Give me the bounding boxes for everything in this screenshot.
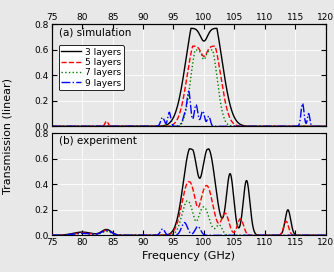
5 layers	[318, 125, 322, 128]
5 layers	[191, 45, 195, 48]
3 layers	[318, 125, 322, 128]
Line: 3 layers: 3 layers	[52, 28, 326, 126]
7 layers	[167, 125, 171, 128]
Text: Transmission (linear): Transmission (linear)	[2, 78, 12, 194]
Line: 5 layers: 5 layers	[52, 46, 326, 126]
5 layers	[97, 125, 101, 128]
9 layers	[81, 125, 85, 128]
7 layers	[81, 125, 85, 128]
3 layers	[324, 125, 328, 128]
3 layers	[189, 27, 193, 30]
3 layers	[167, 122, 171, 125]
5 layers	[50, 125, 54, 128]
Legend: 3 layers, 5 layers, 7 layers, 9 layers: 3 layers, 5 layers, 7 layers, 9 layers	[59, 45, 124, 90]
3 layers	[50, 125, 54, 128]
7 layers	[155, 125, 159, 128]
9 layers	[318, 125, 322, 128]
Text: (b) experiment: (b) experiment	[59, 137, 137, 147]
9 layers	[97, 125, 101, 128]
5 layers	[155, 125, 159, 128]
5 layers	[81, 125, 85, 128]
9 layers	[167, 112, 171, 115]
5 layers	[167, 124, 171, 128]
7 layers	[324, 125, 328, 128]
Line: 9 layers: 9 layers	[52, 91, 326, 126]
Text: (a) simulation: (a) simulation	[59, 27, 131, 38]
3 layers	[155, 125, 159, 128]
3 layers	[289, 125, 293, 128]
9 layers	[324, 125, 328, 128]
Line: 7 layers: 7 layers	[52, 50, 326, 126]
7 layers	[50, 125, 54, 128]
3 layers	[81, 125, 85, 128]
7 layers	[193, 48, 197, 52]
7 layers	[97, 125, 101, 128]
5 layers	[289, 125, 293, 128]
9 layers	[187, 89, 191, 93]
5 layers	[324, 125, 328, 128]
3 layers	[97, 125, 101, 128]
7 layers	[318, 125, 322, 128]
9 layers	[50, 125, 54, 128]
X-axis label: Frequency (GHz): Frequency (GHz)	[142, 251, 235, 261]
9 layers	[155, 125, 159, 128]
9 layers	[289, 125, 293, 128]
7 layers	[289, 125, 293, 128]
